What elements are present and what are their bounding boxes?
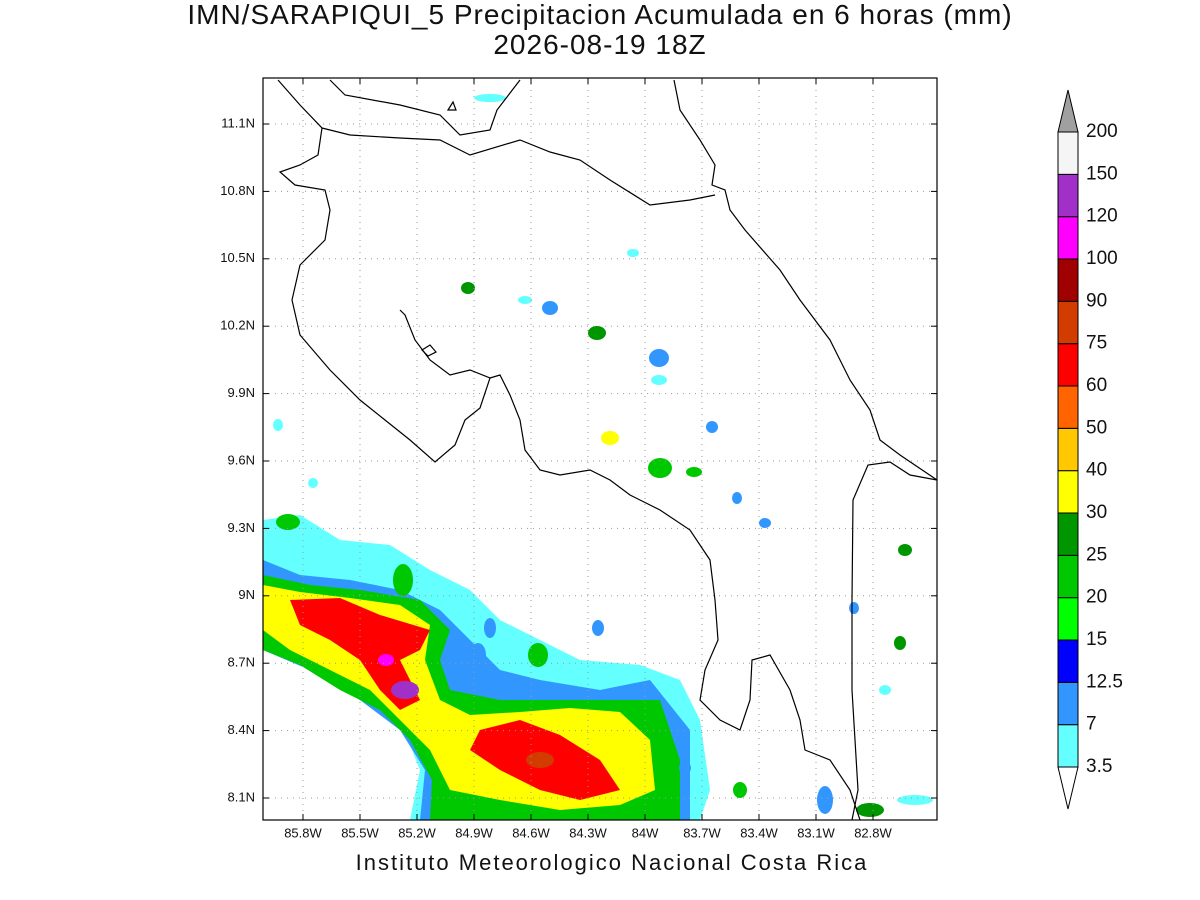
lon-label: 84.3W [569, 825, 607, 840]
legend-swatch [1057, 512, 1079, 556]
lon-label: 84.6W [512, 825, 550, 840]
lat-label: 9N [238, 587, 255, 602]
lon-label: 84W [632, 825, 659, 840]
graticule: 11.1N 10.8N 10.5N 10.2N 9.9N 9.6N 9.3N 9N 8.7N 8.… [220, 78, 937, 840]
lat-label: 8.7N [228, 655, 255, 670]
footer: Instituto Meteorologico Nacional Costa R… [356, 850, 869, 875]
legend-swatch [1057, 385, 1079, 429]
subtitle: 2026-08-19 18Z [493, 29, 706, 60]
legend-below [1057, 766, 1079, 810]
lon-label: 85.2W [398, 825, 436, 840]
legend-swatch [1057, 597, 1079, 641]
legend-label: 30 [1086, 502, 1107, 523]
coastlines [277, 79, 937, 820]
lat-label: 8.1N [228, 789, 255, 804]
map-frame [262, 77, 938, 821]
lat-label: 10.5N [220, 250, 255, 265]
legend-swatch [1057, 258, 1079, 302]
lon-label: 83.7W [683, 825, 721, 840]
lat-label: 11.1N [221, 115, 255, 130]
legend-label: 60 [1086, 375, 1107, 396]
legend-label: 15 [1086, 629, 1107, 650]
legend-label: 7 [1086, 714, 1097, 735]
legend-label: 75 [1086, 333, 1107, 354]
legend-label: 200 [1086, 121, 1118, 142]
legend-label: 100 [1086, 248, 1118, 269]
lon-label: 85.8W [284, 825, 322, 840]
legend-swatch [1057, 554, 1079, 599]
legend-label: 40 [1086, 460, 1107, 481]
lon-label: 82.8W [854, 825, 892, 840]
legend-label: 25 [1086, 544, 1107, 565]
legend-label: 50 [1086, 417, 1107, 438]
legend-swatch [1057, 427, 1079, 472]
legend-swatch [1057, 343, 1079, 387]
legend-label: 150 [1086, 163, 1118, 184]
colorbar: 3.5 7 12.5 15 20 25 30 40 50 60 75 90 100 120 150 200 [1057, 89, 1123, 810]
lat-label: 9.9N [228, 385, 255, 400]
legend-label: 120 [1086, 206, 1118, 227]
lon-label: 83.4W [740, 825, 778, 840]
legend-label: 90 [1086, 290, 1107, 311]
lon-label: 84.9W [455, 825, 493, 840]
lon-label: 85.5W [341, 825, 379, 840]
lat-label: 9.6N [228, 452, 255, 467]
precipitation [263, 94, 933, 820]
legend-swatch [1057, 470, 1079, 514]
lat-label: 10.8N [220, 183, 255, 198]
legend-label: 20 [1086, 587, 1107, 608]
legend-swatch [1057, 216, 1079, 260]
lat-label: 10.2N [220, 318, 255, 333]
legend-label: 3.5 [1086, 756, 1112, 777]
legend-above [1057, 89, 1079, 133]
legend-swatch [1057, 681, 1079, 726]
title: IMN/SARAPIQUI_5 Precipitacion Acumulada … [187, 0, 1012, 30]
lat-label: 8.4N [228, 722, 255, 737]
legend-swatch [1057, 724, 1079, 768]
legend-swatch [1057, 131, 1079, 175]
legend-swatch [1057, 639, 1079, 683]
legend-label: 12.5 [1086, 671, 1123, 692]
lat-label: 9.3N [228, 520, 255, 535]
legend-swatch [1057, 173, 1079, 218]
lon-label: 83.1W [797, 825, 835, 840]
legend-swatch [1057, 300, 1079, 345]
